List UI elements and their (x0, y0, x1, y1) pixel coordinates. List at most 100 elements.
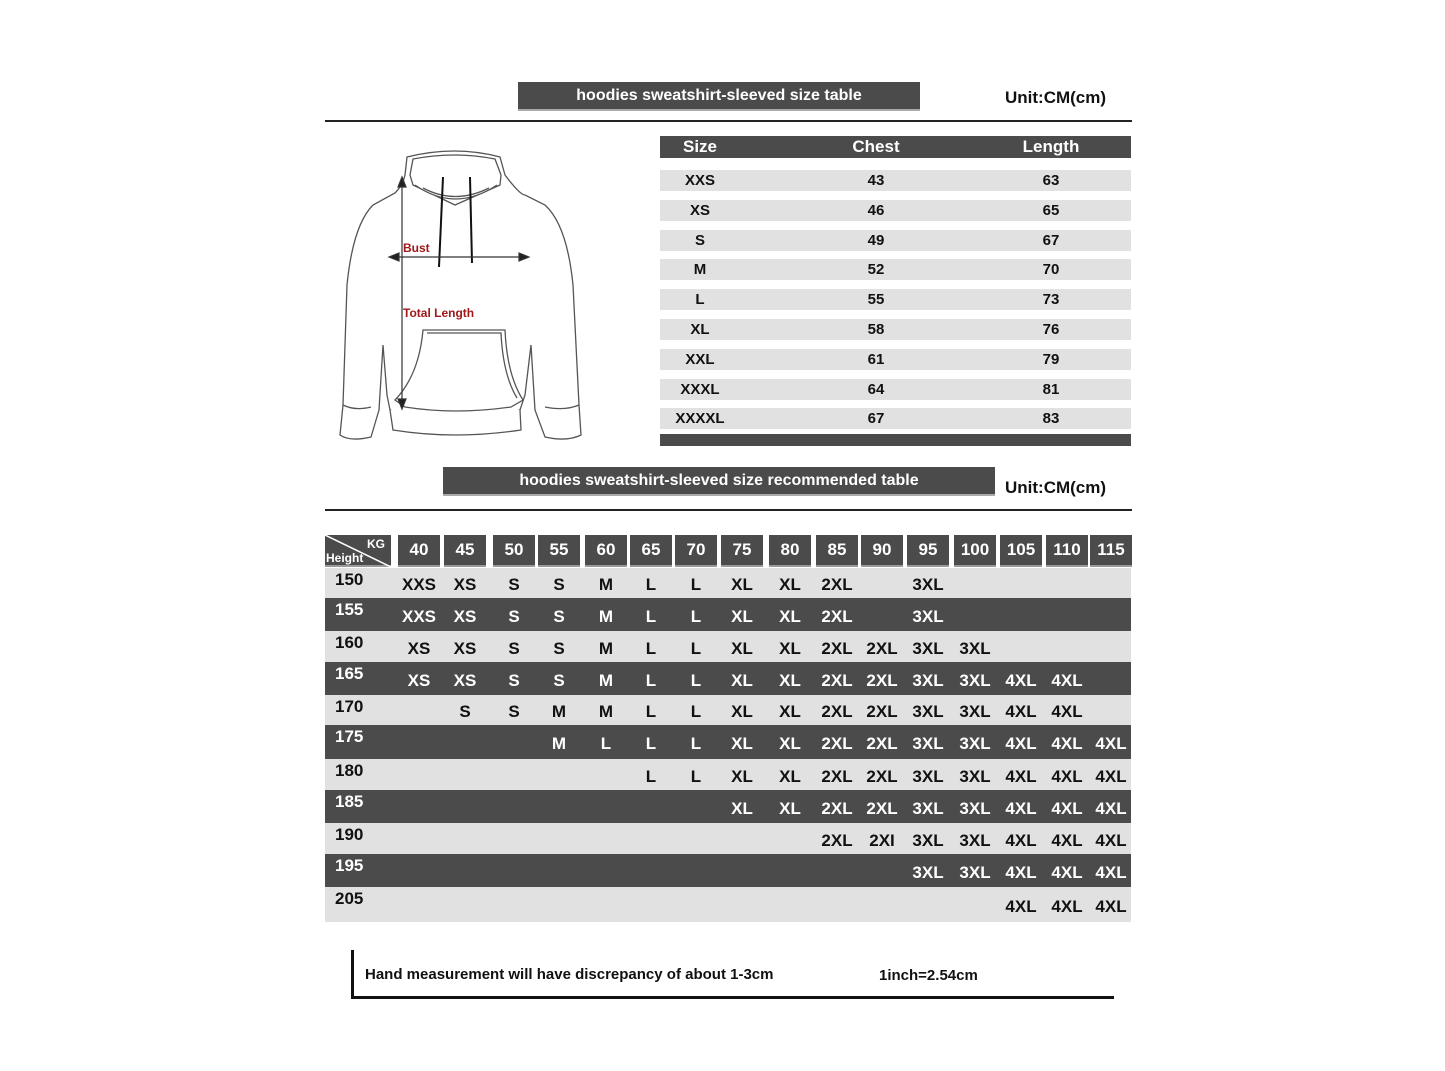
size-cell: 4XL (1005, 798, 1037, 818)
size-cell: 2XL (821, 766, 853, 786)
size-cell: L (690, 638, 702, 658)
size-cell: L (690, 734, 702, 753)
size-cell: 3XL (959, 862, 991, 882)
size-cell: 4XL (1051, 896, 1083, 916)
size-cell: 4XL (1005, 702, 1037, 721)
size-cell (536, 794, 582, 823)
size-cell: S (508, 575, 520, 594)
size-cell: L (690, 766, 702, 786)
size-cell (442, 763, 488, 790)
footer-bracket-vertical (351, 950, 354, 999)
header-length: Length (1022, 137, 1080, 156)
size-cell (396, 729, 442, 759)
size-cell (491, 794, 537, 823)
size-cell (536, 858, 582, 887)
size-cell: S (553, 638, 565, 658)
inch-conversion: 1inch=2.54cm (879, 967, 978, 984)
chest-cell: 58 (867, 321, 885, 338)
size-table-row: S 49 67 (660, 229, 1131, 251)
size-cell (673, 858, 719, 887)
size-cell: XL (779, 606, 801, 626)
size-cell: S (508, 670, 520, 690)
size-cell (628, 891, 674, 922)
size-cell (1088, 602, 1134, 631)
size-cell (859, 572, 905, 598)
corner-height: Height (326, 551, 364, 565)
size-table-row: XXS 43 63 (660, 170, 1131, 191)
size-cell (491, 729, 537, 759)
size-cell: XL (779, 670, 801, 690)
size-cell: 2XL (821, 606, 853, 626)
size-cell (859, 891, 905, 922)
size-cell: 4XL (1051, 798, 1083, 818)
height-cell: 180 (335, 761, 364, 780)
size-cell: XL (731, 798, 753, 818)
size-cell: 3XL (959, 734, 991, 753)
height-cell: 205 (335, 889, 364, 908)
size-cell (814, 858, 860, 887)
size-cell (442, 794, 488, 823)
size-cell (859, 602, 905, 631)
size-cell: 4XL (1051, 702, 1083, 721)
length-cell: 76 (1042, 321, 1060, 338)
size-cell (442, 891, 488, 922)
size-cell: 4XL (1005, 896, 1037, 916)
size-cell: L (645, 670, 657, 690)
size-cell (583, 827, 629, 854)
size-cell: XXL (685, 350, 715, 368)
size-cell (396, 699, 442, 725)
size-cell: S (553, 670, 565, 690)
height-cell: 195 (335, 856, 364, 875)
size-cell (767, 858, 813, 887)
size-cell: 3XL (912, 862, 944, 882)
size-cell: L (690, 606, 702, 626)
weight-header-cell: 45 (444, 535, 486, 567)
size-cell: 2XL (821, 638, 853, 658)
size-cell: XL (731, 606, 753, 626)
size-cell (1088, 635, 1134, 662)
height-cell: 150 (335, 570, 364, 589)
length-cell: 67 (1042, 231, 1060, 249)
size-cell: 4XL (1005, 766, 1037, 786)
recommended-table-body: 150 XXS XS S S M L L XL XL 2XL 3XL 155 XXS XS S S M L L XL XL… (325, 568, 1131, 922)
size-cell (998, 572, 1044, 598)
size-cell: 4XL (1095, 830, 1127, 850)
size-cell: 4XL (1095, 862, 1127, 882)
size-cell: S (508, 606, 520, 626)
size-cell: 2XL (821, 575, 853, 594)
recommended-row-155: 155 XXS XS S S M L L XL XL 2XL 3XL (325, 598, 1131, 631)
header-chest: Chest (852, 137, 900, 156)
recommended-row-165: 165 XS XS S S M L L XL XL 2XL 2XL 3XL 3XL 4XL 4XL (325, 662, 1131, 695)
size-cell (719, 858, 765, 887)
size-cell: 2XL (866, 702, 898, 721)
size-cell: 3XL (912, 575, 944, 594)
size-cell: 3XL (912, 734, 944, 753)
size-cell: 4XL (1051, 766, 1083, 786)
size-cell: XL (731, 766, 753, 786)
size-cell: L (645, 575, 657, 594)
weight-header-cell: 40 (398, 535, 440, 567)
size-cell (1044, 572, 1090, 598)
size-cell: 4XL (1005, 734, 1037, 753)
size-cell: 3XL (912, 638, 944, 658)
size-table-row: XXXXL 67 83 (660, 408, 1131, 430)
size-cell (1044, 602, 1090, 631)
recommended-table-header: KG Height 40 45 50 55 60 65 70 75 80 85 90 95 100 105… (325, 535, 1132, 567)
weight-header-cell: 85 (816, 535, 858, 567)
size-cell: XS (407, 638, 431, 658)
size-cell: XXS (401, 575, 437, 594)
recommended-row-205: 205 4XL 4XL 4XL (325, 887, 1131, 922)
size-cell: 4XL (1095, 896, 1127, 916)
size-cell (998, 602, 1044, 631)
size-cell: M (598, 670, 614, 690)
size-cell (442, 729, 488, 759)
size-cell: 3XL (959, 670, 991, 690)
measurement-note: Hand measurement will have discrepancy o… (365, 966, 774, 983)
size-cell: M (551, 734, 567, 753)
size-cell: 4XL (1051, 670, 1083, 690)
size-cell: 4XL (1095, 734, 1127, 753)
size-cell: S (694, 231, 705, 249)
size-cell: XS (453, 606, 477, 626)
weight-header-cell: 80 (769, 535, 811, 567)
chest-cell: 64 (867, 380, 885, 398)
